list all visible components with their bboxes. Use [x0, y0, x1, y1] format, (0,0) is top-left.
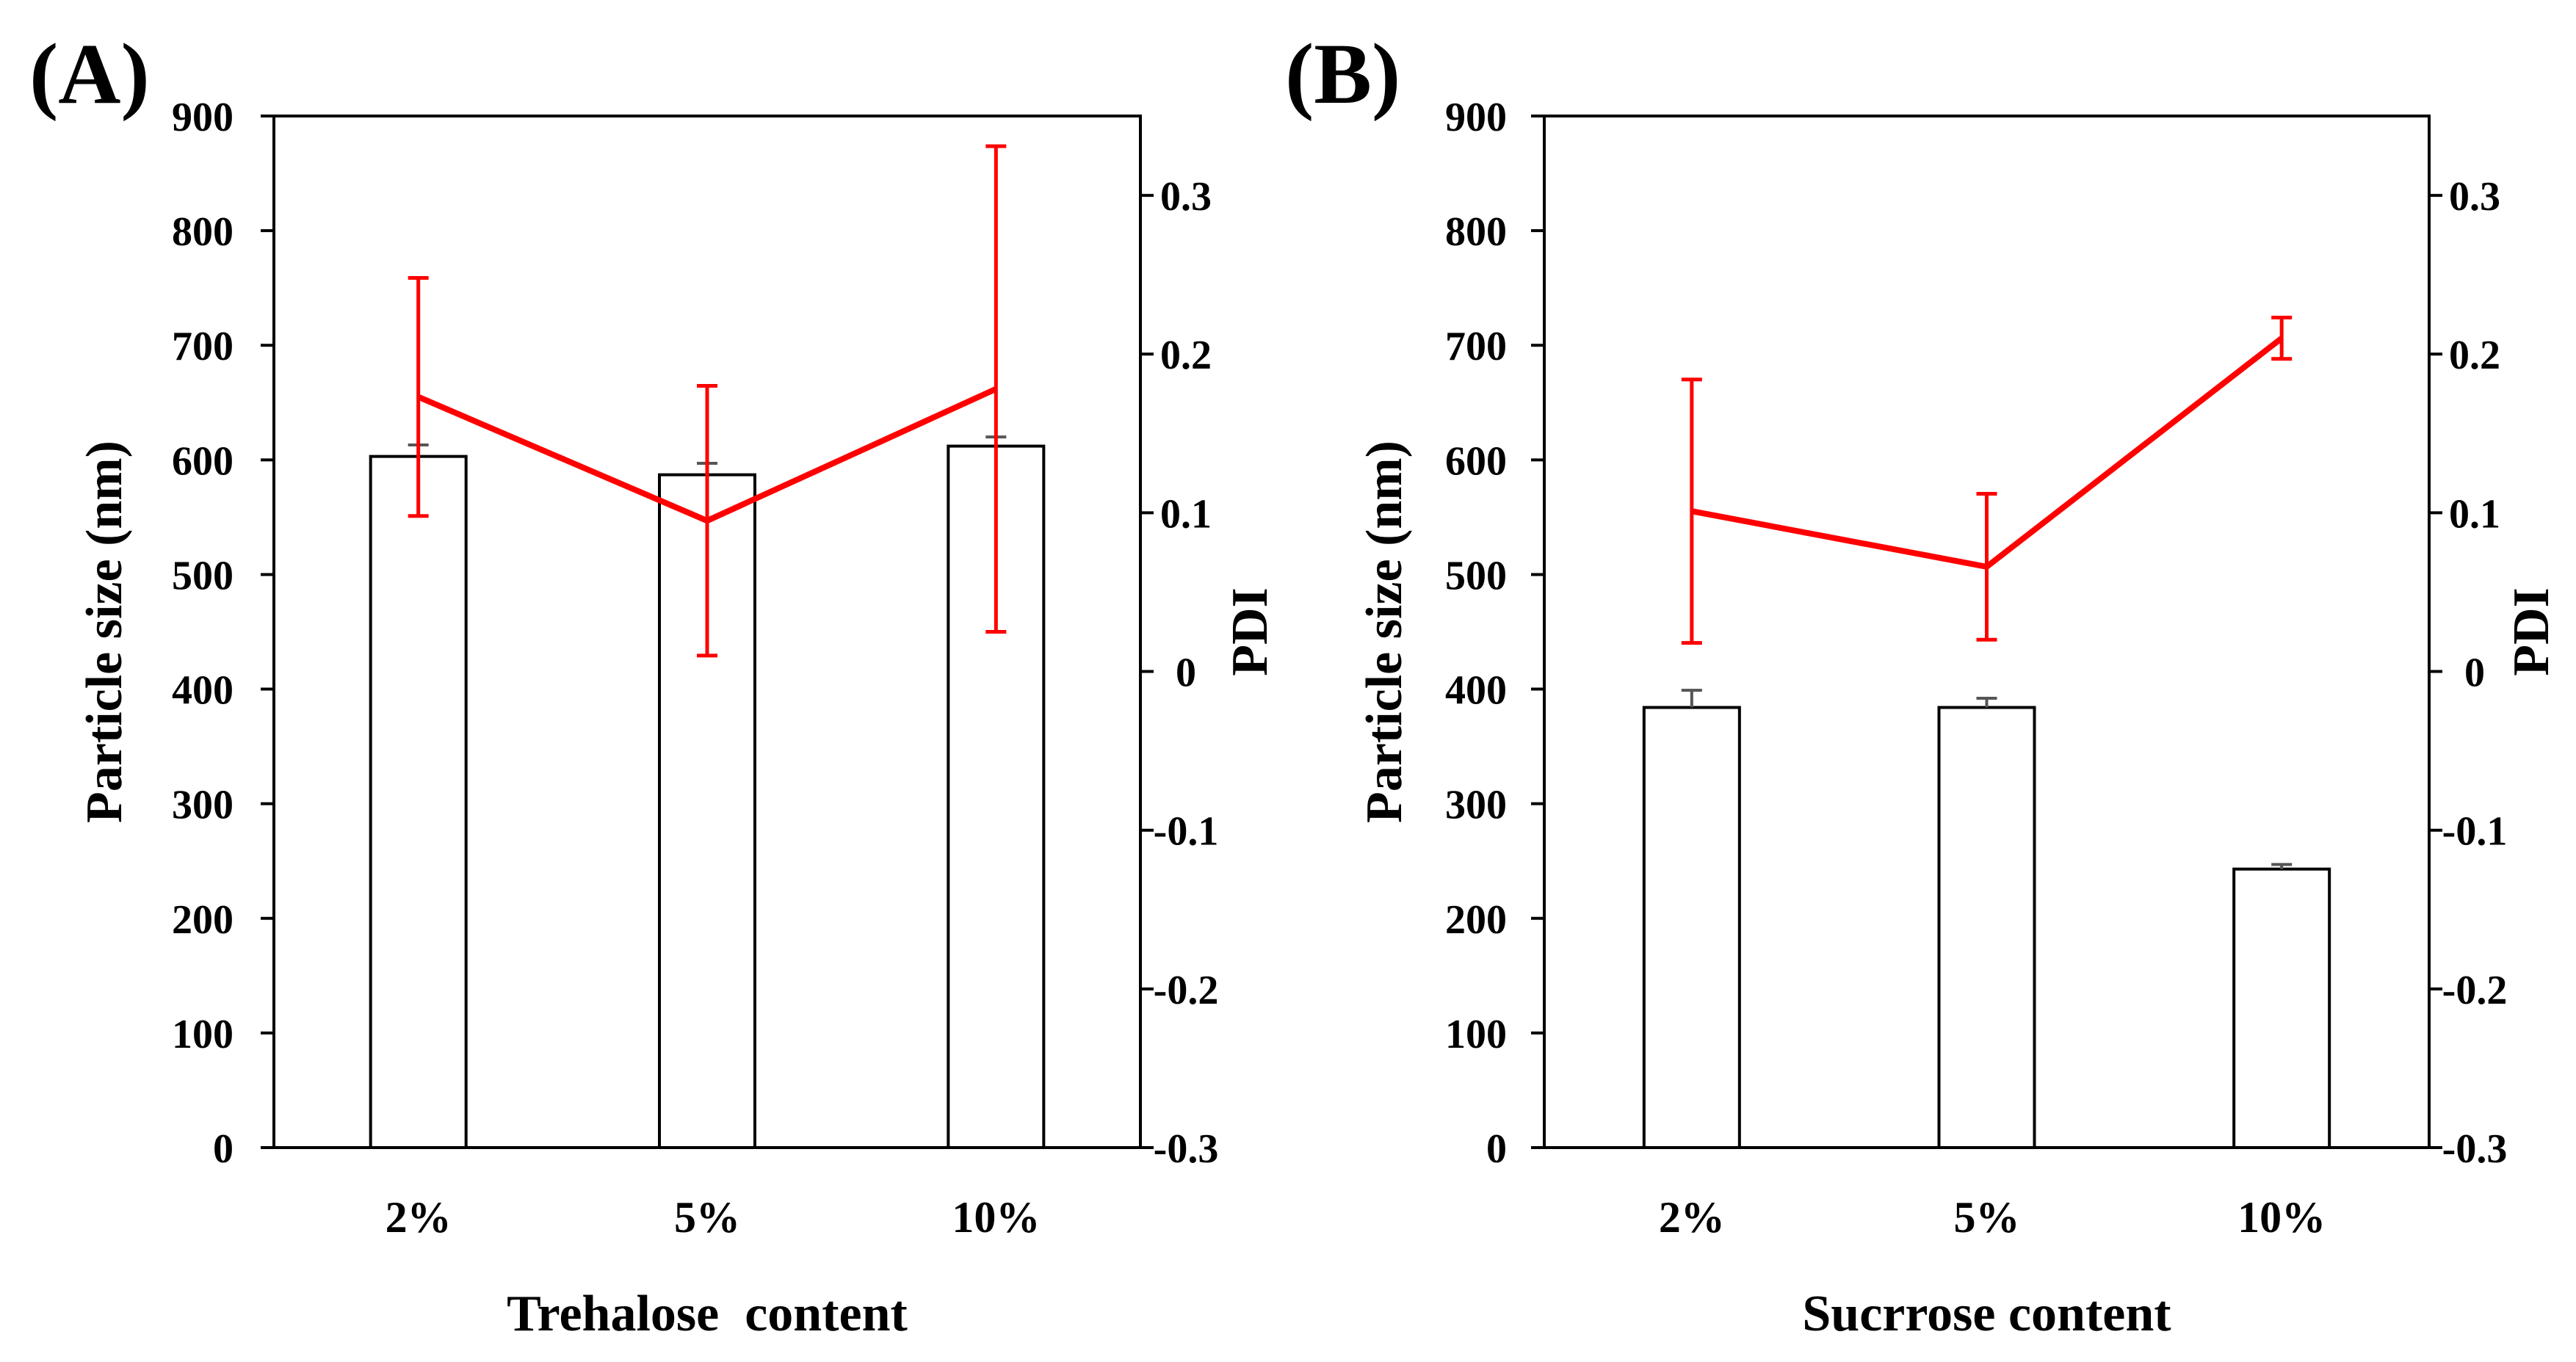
- x-axis-label: Sucrrose content: [1802, 1286, 2171, 1342]
- y-tick-label: 500: [172, 553, 234, 598]
- x-tick-label: 5%: [1954, 1193, 2020, 1242]
- x-axis-label: Trehalose content: [507, 1286, 908, 1342]
- y-tick-label: 300: [1445, 783, 1507, 828]
- y-tick-label: 200: [172, 897, 234, 943]
- y2-tick-label: 0.1: [2449, 491, 2500, 537]
- y2-axis-label: PDI: [1222, 587, 1278, 676]
- y-tick-label: 100: [1445, 1012, 1507, 1057]
- y2-tick-label: 0.3: [2449, 174, 2500, 220]
- x-tick-label: 2%: [1659, 1193, 1725, 1242]
- y2-axis-label: PDI: [2503, 587, 2560, 676]
- y2-tick-label: -0.3: [2442, 1126, 2508, 1172]
- x-tick-label: 10%: [952, 1193, 1040, 1242]
- y-tick-label: 900: [172, 95, 234, 140]
- bar: [369, 454, 468, 1149]
- y2-tick-label: -0.2: [1154, 968, 1219, 1013]
- y2-tick-label: 0: [2464, 651, 2485, 696]
- y2-tick-label: -0.1: [2442, 809, 2508, 855]
- y-tick-label: 600: [1445, 438, 1507, 484]
- y2-tick-label: 0.1: [1160, 491, 1212, 537]
- y-axis-label: Particle size (nm): [76, 441, 133, 823]
- y-tick-label: 600: [172, 438, 234, 484]
- y-tick-label: 0: [1486, 1126, 1507, 1172]
- y2-tick-label: -0.1: [1154, 809, 1219, 855]
- y2-tick-label: 0.2: [2449, 333, 2500, 378]
- panel-label: (B): [1285, 26, 1400, 122]
- bar: [1937, 706, 2036, 1149]
- y2-tick-label: 0: [1176, 651, 1196, 696]
- y-tick-label: 500: [1445, 553, 1507, 598]
- y-tick-label: 800: [1445, 209, 1507, 255]
- panel-label: (A): [29, 26, 150, 122]
- x-tick-label: 2%: [386, 1193, 452, 1242]
- y2-tick-label: -0.3: [1154, 1126, 1219, 1172]
- y-tick-label: 400: [1445, 668, 1507, 714]
- y2-tick-label: -0.2: [2442, 968, 2508, 1013]
- x-tick-label: 5%: [674, 1193, 740, 1242]
- y2-tick-label: 0.3: [1160, 174, 1212, 220]
- bar: [2232, 867, 2331, 1150]
- bar: [1642, 706, 1741, 1149]
- y-axis-label: Particle size (nm): [1356, 441, 1413, 823]
- y-tick-label: 700: [1445, 324, 1507, 369]
- y-tick-label: 700: [172, 324, 234, 369]
- y-tick-label: 400: [172, 668, 234, 714]
- y-tick-label: 200: [1445, 897, 1507, 943]
- y-tick-label: 300: [172, 783, 234, 828]
- y-tick-label: 900: [1445, 95, 1507, 140]
- y-tick-label: 0: [213, 1126, 234, 1172]
- panel-b: (B) 0 100 200 300 400 500 600 700 800 900 -0.3 -0.2 -…: [1285, 26, 2560, 1342]
- y-tick-label: 800: [172, 209, 234, 255]
- pdi-line: [417, 386, 997, 524]
- y-tick-label: 100: [172, 1012, 234, 1057]
- pdi-line: [1691, 336, 2284, 570]
- panel-a: (A) 0 100 200 300 400 500 600 700 800 900 -0.3 -0.2 -…: [29, 26, 1278, 1342]
- y2-tick-label: 0.2: [1160, 333, 1212, 378]
- x-tick-label: 10%: [2237, 1193, 2326, 1242]
